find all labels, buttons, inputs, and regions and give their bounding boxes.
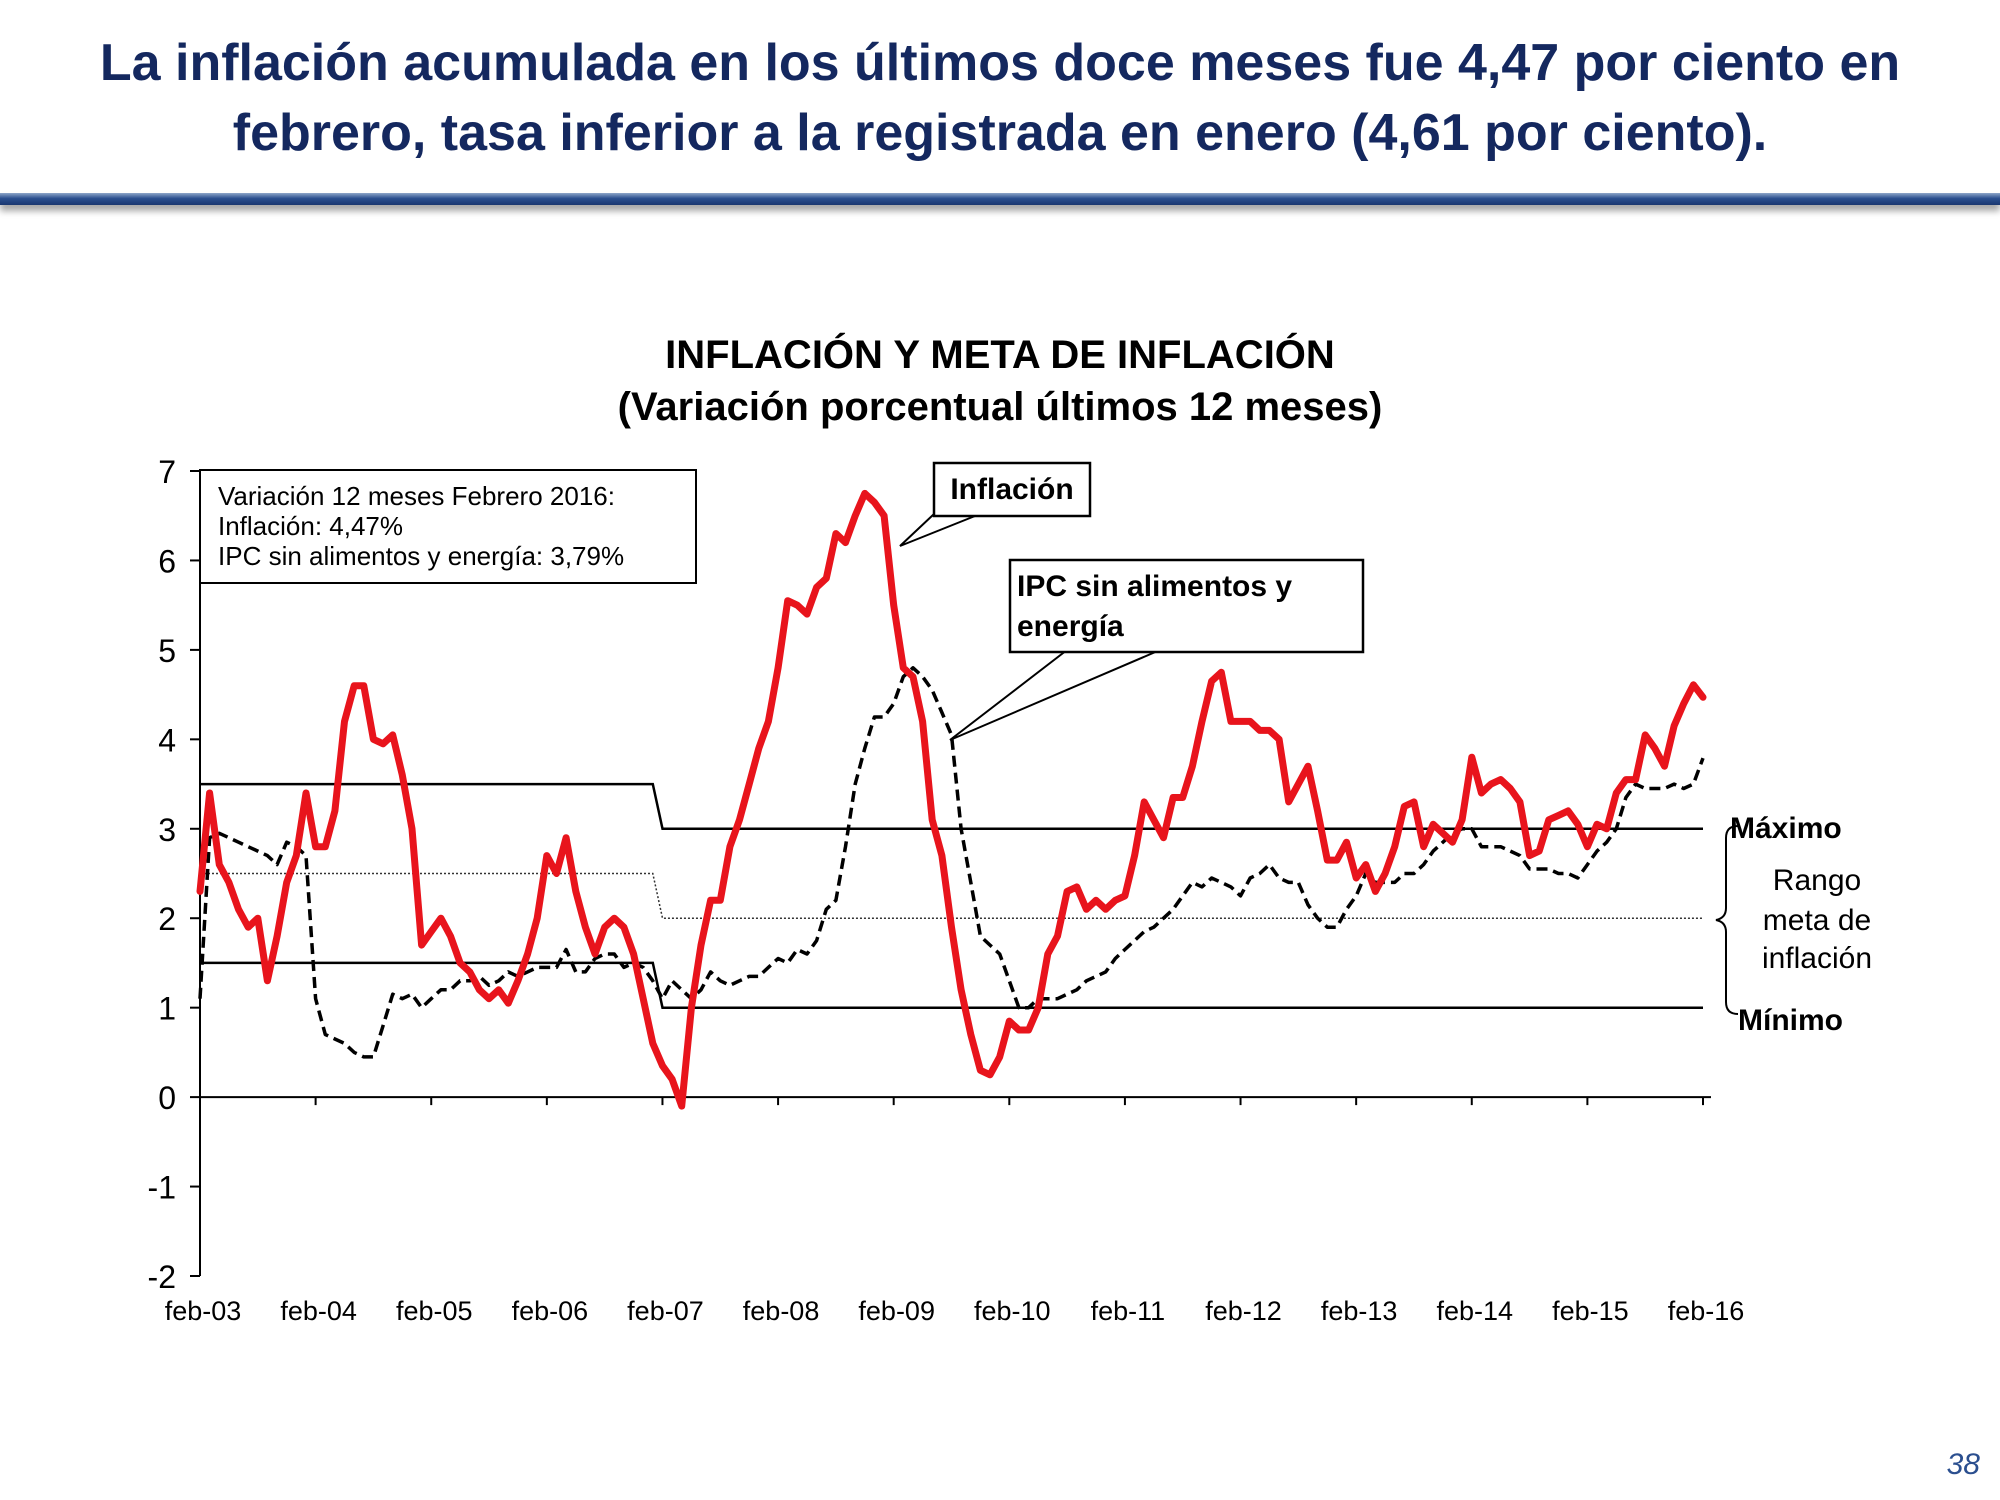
inflation-callout: Inflación bbox=[899, 461, 1092, 547]
x-tick-label: feb-15 bbox=[1552, 1296, 1629, 1326]
target-range-brace bbox=[1715, 825, 1739, 1015]
core-callout-frame bbox=[1008, 558, 1365, 654]
y-tick-label: 3 bbox=[158, 812, 176, 848]
chart-series bbox=[196, 489, 1707, 1110]
page-number: 38 bbox=[1946, 1448, 1980, 1481]
core-inflation-line bbox=[198, 666, 1705, 1059]
target-max-line bbox=[200, 782, 1703, 831]
y-tick-label: -2 bbox=[148, 1259, 176, 1295]
x-tick-label: feb-04 bbox=[280, 1296, 357, 1326]
y-tick-label: 0 bbox=[158, 1080, 176, 1116]
x-tick-label: feb-09 bbox=[858, 1296, 935, 1326]
core-callout-label-line2: energía bbox=[1017, 610, 1124, 643]
chart-axes: -2 -1 0 1 2 3 4 5 6 7 feb-03 feb-04 feb-05 feb-06 feb-… bbox=[148, 454, 1745, 1326]
y-tick-label: 5 bbox=[158, 633, 176, 669]
target-labels: Máximo Mínimo Rango meta de inflación bbox=[1715, 812, 1872, 1037]
x-tick-label: feb-05 bbox=[396, 1296, 473, 1326]
y-tick-label: 7 bbox=[158, 454, 176, 490]
chart-title: INFLACIÓN Y META DE INFLACIÓN bbox=[665, 331, 1335, 377]
chart-subtitle: (Variación porcentual últimos 12 meses) bbox=[618, 385, 1383, 429]
inflation-line bbox=[196, 489, 1707, 1110]
x-tick-label: feb-16 bbox=[1668, 1296, 1745, 1326]
info-box-line3: IPC sin alimentos y energía: 3,79% bbox=[218, 541, 624, 571]
core-callout-pointer bbox=[949, 649, 1161, 741]
inflation-chart: INFLACIÓN Y META DE INFLACIÓN (Variación… bbox=[148, 331, 1872, 1326]
y-tick-label: -1 bbox=[148, 1170, 176, 1206]
target-range-label-line3: inflación bbox=[1762, 942, 1872, 975]
slide-title-line1: La inflación acumulada en los últimos do… bbox=[99, 34, 1901, 92]
target-range-label-line1: Rango bbox=[1773, 864, 1861, 897]
target-min-line bbox=[200, 961, 1703, 1009]
info-box-frame bbox=[199, 469, 697, 584]
x-tick-label: feb-13 bbox=[1321, 1296, 1398, 1326]
y-tick-label: 2 bbox=[158, 901, 176, 937]
info-box-line1: Variación 12 meses Febrero 2016: bbox=[218, 481, 615, 511]
inflation-callout-pointer bbox=[899, 513, 981, 547]
x-tick-label: feb-06 bbox=[512, 1296, 589, 1326]
core-callout-label-line1: IPC sin alimentos y bbox=[1017, 570, 1292, 603]
y-tick-label: 4 bbox=[158, 722, 176, 758]
x-tick-label: feb-10 bbox=[974, 1296, 1051, 1326]
x-tick-label: feb-14 bbox=[1436, 1296, 1513, 1326]
info-box-line2: Inflación: 4,47% bbox=[218, 511, 403, 541]
target-range-label-line2: meta de bbox=[1763, 904, 1871, 937]
title-divider bbox=[0, 193, 2000, 205]
slide-title-line2: febrero, tasa inferior a la registrada e… bbox=[232, 104, 1768, 162]
info-box: Variación 12 meses Febrero 2016: Inflaci… bbox=[199, 469, 697, 584]
core-callout: IPC sin alimentos y energía bbox=[949, 558, 1365, 741]
x-tick-label: feb-12 bbox=[1205, 1296, 1282, 1326]
target-min-label: Mínimo bbox=[1738, 1004, 1843, 1037]
target-band bbox=[200, 782, 1703, 1009]
target-max-label: Máximo bbox=[1730, 812, 1842, 845]
x-tick-label: feb-08 bbox=[743, 1296, 820, 1326]
inflation-callout-label: Inflación bbox=[950, 473, 1073, 506]
y-tick-label: 1 bbox=[158, 991, 176, 1027]
y-tick-label: 6 bbox=[158, 543, 176, 579]
x-tick-label: feb-07 bbox=[627, 1296, 704, 1326]
x-tick-label: feb-03 bbox=[165, 1296, 242, 1326]
inflation-callout-frame bbox=[932, 461, 1092, 518]
x-tick-label: feb-11 bbox=[1091, 1296, 1166, 1326]
slide-title: La inflación acumulada en los últimos do… bbox=[0, 28, 2000, 168]
